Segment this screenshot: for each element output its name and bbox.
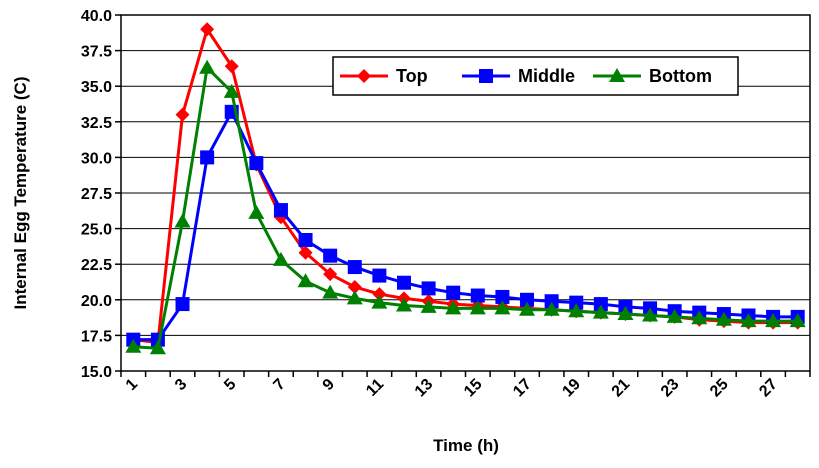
data-point-middle [520, 292, 535, 307]
data-point-bottom [125, 338, 142, 353]
x-tick-label: 3 [172, 376, 190, 394]
x-tick-label: 23 [658, 376, 683, 401]
x-tick-label: 5 [221, 376, 239, 394]
y-tick-label: 30.0 [81, 150, 112, 167]
legend-label-top: Top [396, 66, 428, 86]
series-middle [126, 104, 805, 347]
data-point-middle [569, 295, 584, 310]
data-point-bottom [445, 300, 462, 315]
data-point-bottom [149, 340, 166, 355]
data-point-bottom [199, 59, 216, 74]
data-point-middle [593, 297, 608, 312]
legend-label-bottom: Bottom [649, 66, 712, 86]
series-line-bottom [133, 66, 798, 350]
legend-marker-top [357, 69, 371, 83]
y-tick-label: 25.0 [81, 222, 112, 239]
legend-box [332, 56, 739, 96]
series-bottom [125, 59, 806, 355]
data-point-bottom [174, 213, 191, 228]
data-point-bottom [543, 301, 560, 316]
data-point-middle [323, 248, 338, 263]
data-point-bottom [740, 313, 757, 328]
data-point-top [323, 267, 338, 282]
legend-items: Top Middle Bottom [340, 66, 712, 86]
data-point-top [175, 107, 190, 122]
data-point-bottom [371, 294, 388, 309]
data-point-bottom [519, 301, 536, 316]
data-point-middle [495, 289, 510, 304]
y-tick-label: 35.0 [81, 79, 112, 96]
data-point-bottom [592, 304, 609, 319]
x-tick-label: 13 [412, 376, 437, 401]
data-point-bottom [469, 300, 486, 315]
y-tick-label: 27.5 [81, 186, 112, 203]
data-point-top [372, 287, 387, 302]
data-point-bottom [765, 313, 782, 328]
x-tick-label: 1 [123, 376, 141, 394]
data-point-bottom [248, 204, 265, 219]
data-point-top [347, 279, 362, 294]
data-point-bottom [715, 311, 732, 326]
y-tick-label: 40.0 [81, 8, 112, 25]
x-tick-label: 25 [707, 376, 732, 401]
legend: Top Middle Bottom [332, 56, 739, 96]
data-point-top [224, 59, 239, 74]
data-point-bottom [322, 284, 339, 299]
data-point-bottom [223, 83, 240, 98]
data-point-bottom [297, 273, 314, 288]
legend-marker-bottom [609, 68, 625, 82]
data-point-bottom [346, 290, 363, 305]
data-point-middle [372, 268, 387, 283]
x-tick-label: 17 [510, 376, 535, 401]
data-point-bottom [420, 298, 437, 313]
data-point-bottom [494, 300, 511, 315]
legend-label-middle: Middle [518, 66, 575, 86]
data-point-middle [421, 281, 436, 296]
legend-marker-middle [479, 69, 493, 83]
y-tick-label: 37.5 [81, 44, 112, 61]
data-point-bottom [395, 297, 412, 312]
data-point-bottom [568, 303, 585, 318]
x-tick-label: 7 [270, 376, 288, 394]
y-tick-label: 22.5 [81, 257, 112, 274]
data-point-middle [175, 297, 190, 312]
data-point-middle [544, 294, 559, 309]
x-tick-label: 11 [363, 376, 387, 400]
data-point-middle [200, 150, 215, 165]
y-axis-ticks: 15.0 17.5 20.0 22.5 25.0 27.5 30.0 32.5 35.0 37.5… [81, 8, 121, 381]
x-tick-label: 21 [609, 376, 634, 401]
data-point-middle [446, 285, 461, 300]
y-tick-label: 17.5 [81, 328, 112, 345]
y-axis-title: Internal Egg Temperature (C) [11, 77, 30, 310]
data-point-middle [396, 275, 411, 290]
x-axis-title: Time (h) [433, 436, 499, 455]
data-point-bottom [617, 306, 634, 321]
x-tick-label: 27 [756, 376, 781, 401]
data-point-middle [298, 232, 313, 247]
data-point-bottom [666, 308, 683, 323]
data-point-middle [273, 203, 288, 218]
series-layer [125, 22, 806, 355]
x-axis-ticks: 1 3 5 7 9 11 13 15 17 19 21 23 25 27 [120, 371, 811, 401]
data-point-bottom [642, 307, 659, 322]
x-tick-label: 19 [559, 376, 584, 401]
x-tick-label: 15 [461, 376, 486, 401]
x-tick-label: 9 [320, 376, 338, 394]
data-point-middle [347, 260, 362, 275]
data-point-bottom [691, 310, 708, 325]
y-tick-label: 32.5 [81, 115, 112, 132]
y-tick-label: 20.0 [81, 293, 112, 310]
series-line-middle [133, 110, 798, 342]
data-point-middle [470, 288, 485, 303]
data-point-top [200, 22, 215, 37]
y-tick-label: 15.0 [81, 364, 112, 381]
data-point-top [298, 245, 313, 260]
data-point-bottom [789, 313, 806, 328]
data-point-bottom [272, 251, 289, 266]
data-point-middle [249, 156, 264, 171]
